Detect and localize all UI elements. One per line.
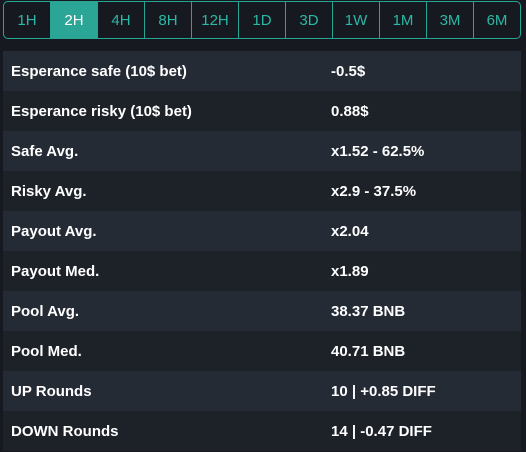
row-label: Esperance safe (10$ bet) (11, 62, 187, 80)
table-row: Safe Avg. x1.52 - 62.5% (3, 131, 521, 171)
row-value: x2.04 (331, 222, 369, 240)
row-label: Payout Avg. (11, 222, 97, 240)
table-row: Payout Med. x1.89 (3, 251, 521, 291)
row-value: x2.9 - 37.5% (331, 182, 417, 200)
row-value: -0.5$ (331, 62, 366, 80)
table-row: Risky Avg. x2.9 - 37.5% (3, 171, 521, 211)
table-row: UP Rounds 10 | +0.85 DIFF (3, 371, 521, 411)
row-value: x1.52 - 62.5% (331, 142, 425, 160)
row-label: Pool Avg. (11, 302, 80, 320)
tab-4h[interactable]: 4H (98, 2, 145, 38)
tab-1d[interactable]: 1D (239, 2, 286, 38)
table-row: DOWN Rounds 14 | -0.47 DIFF (3, 411, 521, 451)
tab-8h[interactable]: 8H (145, 2, 192, 38)
tab-1w[interactable]: 1W (333, 2, 380, 38)
tab-1m[interactable]: 1M (380, 2, 427, 38)
row-value: x1.89 (331, 262, 369, 280)
table-row: Payout Avg. x2.04 (3, 211, 521, 251)
table-row: Pool Med. 40.71 BNB (3, 331, 521, 371)
table-row: Pool Avg. 38.37 BNB (3, 291, 521, 331)
row-value: 0.88$ (331, 102, 369, 120)
row-value: 10 | +0.85 DIFF (331, 382, 436, 400)
tab-3m[interactable]: 3M (427, 2, 474, 38)
tab-1h[interactable]: 1H (4, 2, 51, 38)
tab-12h[interactable]: 12H (192, 2, 239, 38)
row-label: DOWN Rounds (11, 422, 119, 440)
row-label: Payout Med. (11, 262, 100, 280)
row-value: 14 | -0.47 DIFF (331, 422, 432, 440)
row-label: Pool Med. (11, 342, 82, 360)
table-row: Esperance risky (10$ bet) 0.88$ (3, 91, 521, 131)
row-label: Safe Avg. (11, 142, 79, 160)
row-value: 38.37 BNB (331, 302, 406, 320)
tab-6m[interactable]: 6M (486, 11, 508, 29)
timeframe-tabs: 1H 2H 4H 8H 12H 1D 3D 1W 1M 3M 6M (3, 1, 521, 39)
row-label: Risky Avg. (11, 182, 87, 200)
row-label: UP Rounds (11, 382, 92, 400)
table-row: Esperance safe (10$ bet) -0.5$ (3, 51, 521, 91)
tab-3d[interactable]: 3D (286, 2, 333, 38)
row-value: 40.71 BNB (331, 342, 406, 360)
row-label: Esperance risky (10$ bet) (11, 102, 192, 120)
tab-2h[interactable]: 2H (51, 2, 98, 38)
stats-table: Esperance safe (10$ bet) -0.5$ Esperance… (3, 51, 521, 451)
